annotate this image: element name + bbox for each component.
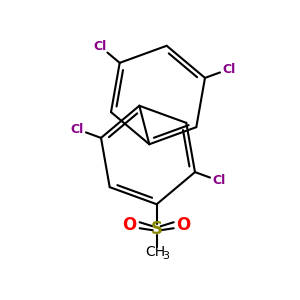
Text: S: S	[151, 220, 163, 238]
Text: 3: 3	[162, 251, 169, 261]
Text: Cl: Cl	[70, 122, 83, 136]
Text: O: O	[123, 216, 137, 234]
Text: Cl: Cl	[93, 40, 106, 52]
Text: Cl: Cl	[213, 175, 226, 188]
Text: O: O	[177, 216, 191, 234]
Text: Cl: Cl	[223, 62, 236, 76]
Text: CH: CH	[146, 245, 166, 259]
